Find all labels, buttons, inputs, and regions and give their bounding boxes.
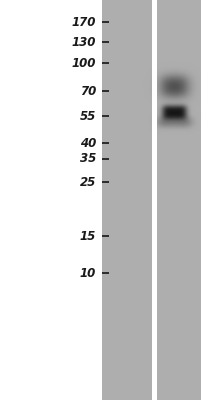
Text: 35: 35 <box>80 152 96 165</box>
Text: 25: 25 <box>80 176 96 188</box>
Text: 15: 15 <box>80 230 96 242</box>
Text: 100: 100 <box>72 57 96 70</box>
Text: 170: 170 <box>72 16 96 28</box>
Text: 70: 70 <box>80 85 96 98</box>
Text: 55: 55 <box>80 110 96 122</box>
Text: 40: 40 <box>80 137 96 150</box>
Text: 130: 130 <box>72 36 96 48</box>
Text: 10: 10 <box>80 267 96 280</box>
